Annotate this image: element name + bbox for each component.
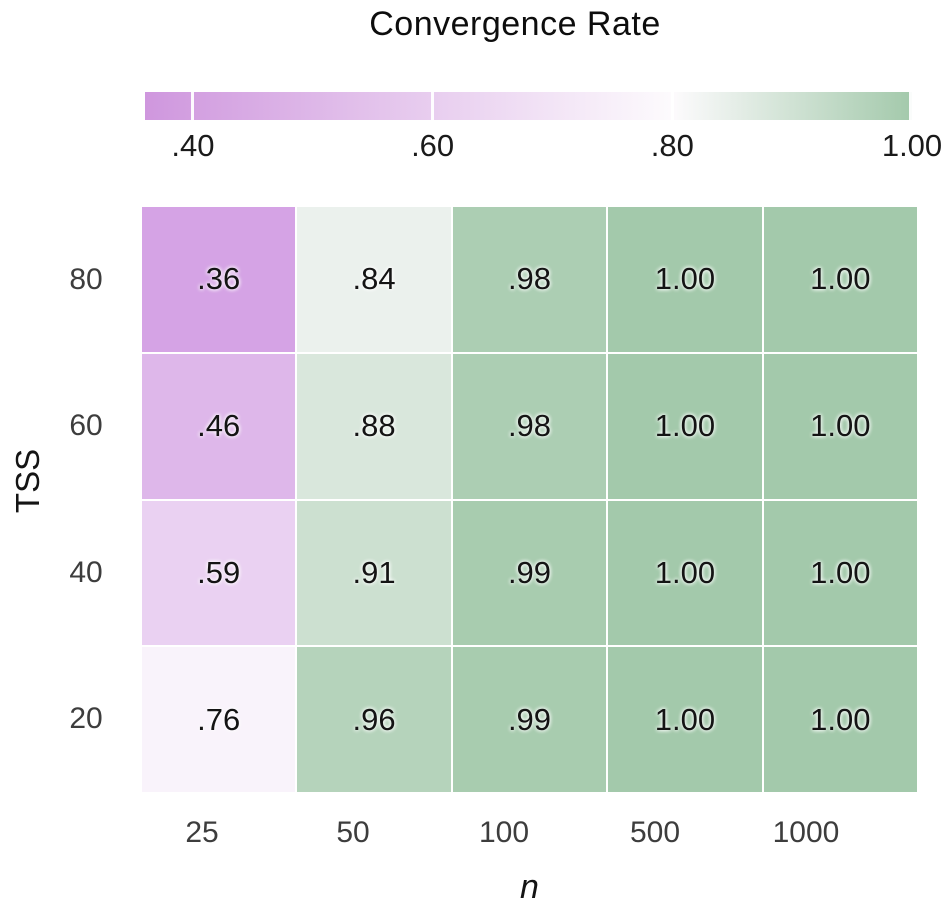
heatmap-cell-tss60-n25: .46 [142, 353, 296, 499]
heatmap-cell-tss20-n1000: 1.00 [763, 647, 917, 792]
colorbar-tick-mark [191, 92, 195, 120]
colorbar-tick-label: 1.00 [881, 128, 943, 163]
x-tick-label: 25 [185, 816, 219, 849]
heatmap-cell-tss60-n1000: 1.00 [763, 353, 917, 499]
heatmap-cell-tss60-n100: .98 [452, 353, 607, 499]
heatmap-cell-tss80-n1000: 1.00 [763, 207, 917, 352]
x-axis-title: n [520, 868, 539, 906]
x-tick-label: 100 [478, 816, 530, 849]
colorbar-tick-mark [909, 92, 912, 120]
heatmap-cell-tss20-n500: 1.00 [608, 647, 762, 792]
x-tick-label: 50 [336, 816, 370, 849]
y-tick-label: 20 [69, 701, 103, 735]
heatmap-cell-tss40-n50: .91 [297, 500, 451, 646]
colorbar-tick-label: .60 [411, 128, 455, 163]
heatmap-cell-tss80-n500: 1.00 [608, 207, 762, 352]
colorbar-tick-label: .80 [650, 128, 694, 163]
heatmap-cell-tss40-n500: 1.00 [608, 500, 762, 646]
heatmap-cell-tss60-n50: .88 [297, 353, 451, 499]
heatmap-cell-tss40-n25: .59 [142, 500, 296, 646]
heatmap-cell-tss20-n25: .76 [142, 647, 296, 792]
colorbar-tick-mark [431, 92, 435, 120]
heatmap-cell-tss80-n50: .84 [297, 207, 451, 352]
heatmap-grid: .36.84.98 1.00 1.00.46.88.98 1.00 1.00.59.91… [142, 207, 917, 792]
x-tick-label: 500 [629, 816, 681, 849]
heatmap-cell-tss40-n100: .99 [452, 500, 607, 646]
y-tick-label: 40 [69, 555, 103, 589]
chart-title: Convergence Rate [369, 5, 661, 43]
heatmap-cell-tss80-n100: .98 [452, 207, 607, 352]
y-axis-title: TSS [9, 448, 46, 514]
heatmap-cell-tss40-n1000: 1.00 [763, 500, 917, 646]
y-tick-label: 60 [69, 409, 103, 443]
colorbar-gradient [145, 92, 912, 120]
colorbar-tick-mark [670, 92, 674, 120]
heatmap-cell-tss60-n500: 1.00 [608, 353, 762, 499]
y-tick-label: 80 [69, 263, 103, 297]
heatmap-cell-tss20-n50: .96 [297, 647, 451, 792]
colorbar-tick-label: .40 [171, 128, 215, 163]
x-tick-label: 1000 [772, 816, 840, 849]
heatmap-cell-tss20-n100: .99 [452, 647, 607, 792]
heatmap-cell-tss80-n25: .36 [142, 207, 296, 352]
